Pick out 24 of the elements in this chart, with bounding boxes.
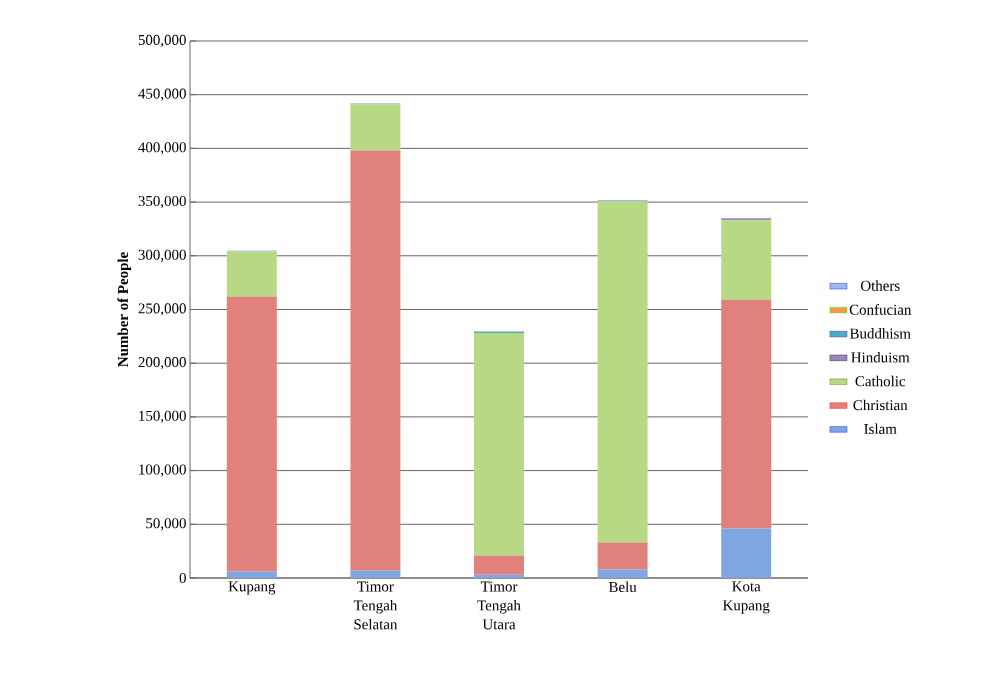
y-tick-label: 0: [179, 572, 186, 584]
y-tick-label: 350,000: [138, 195, 186, 209]
x-tick-label: Belu: [608, 581, 637, 593]
x-tick-label: Timor Tengah Utara: [477, 581, 521, 630]
y-axis-title: Number of People: [117, 252, 132, 367]
y-tick-label: 100,000: [139, 464, 186, 477]
legend-label: Hinduism: [851, 351, 910, 363]
y-tick-label: 300,000: [138, 249, 186, 262]
legend-label: Catholic: [855, 375, 906, 387]
x-tick-label: Timor Tengah Selatan: [353, 581, 398, 630]
legend-label: Christian: [853, 399, 908, 411]
y-tick-label: 450,000: [138, 88, 186, 101]
y-tick-label: 50,000: [146, 518, 186, 531]
legend-label: Islam: [864, 423, 897, 435]
y-tick-label: 200,000: [138, 357, 186, 370]
legend-label: Others: [860, 280, 900, 291]
y-tick-label: 150,000: [139, 410, 186, 423]
x-tick-label: Kota Kupang: [722, 581, 770, 614]
legend-label: Confucian: [849, 304, 912, 315]
y-tick-label: 250,000: [138, 303, 186, 316]
legend-label: Buddhism: [849, 328, 911, 339]
y-tick-label: 400,000: [138, 142, 186, 155]
y-tick-label: 500,000: [138, 34, 186, 48]
x-tick-label: Kupang: [228, 581, 276, 595]
